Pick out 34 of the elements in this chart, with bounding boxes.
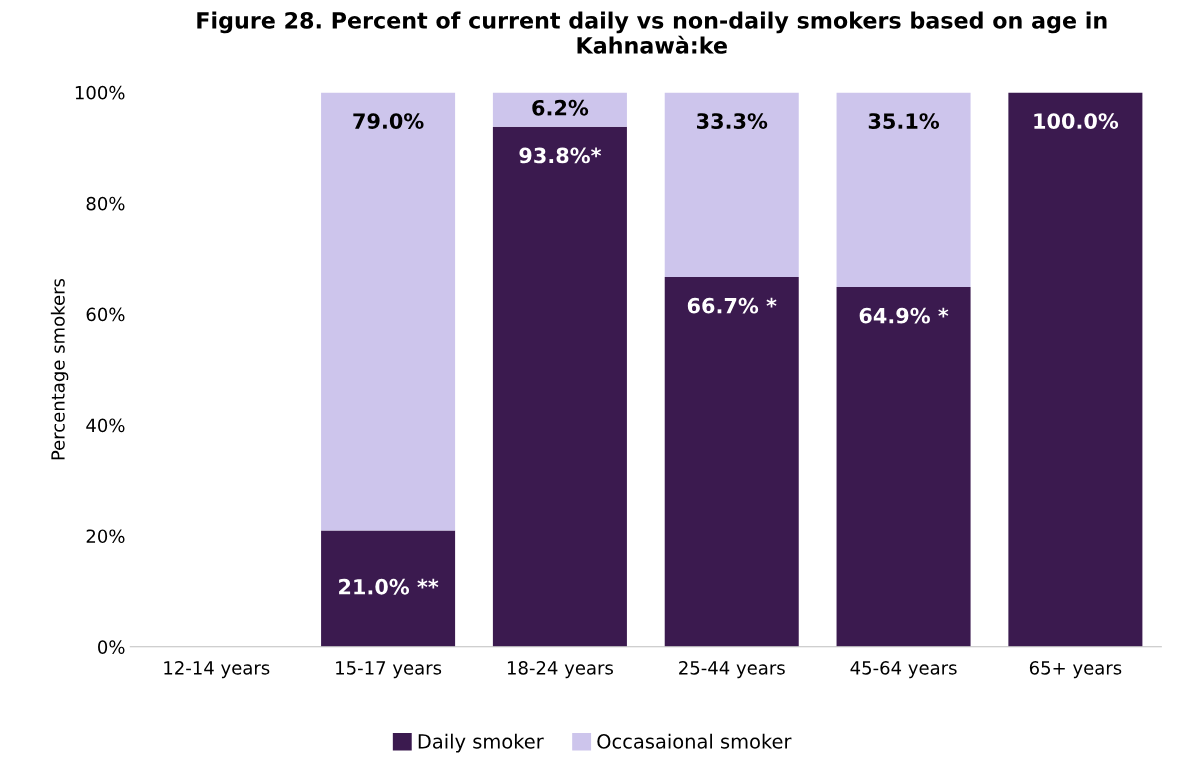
bar — [321, 92, 456, 531]
data-label: 6.2% — [532, 99, 589, 116]
bar — [321, 530, 456, 647]
data-label: 21.0% ** — [339, 578, 439, 595]
y-tick-label: 20% — [86, 529, 125, 544]
data-label: 79.0% — [353, 113, 424, 129]
data-label: 33.3% — [696, 113, 768, 129]
y-tick-label: 100% — [75, 85, 125, 100]
x-tick-label: 18-24 years — [507, 661, 613, 679]
bar — [1008, 92, 1143, 647]
bar — [836, 92, 971, 287]
x-tick-label: 25-44 years — [679, 661, 785, 679]
bar — [492, 92, 627, 127]
x-tick-label: 15-17 years — [336, 661, 442, 679]
legend-label: Daily smoker — [418, 733, 544, 753]
y-tick-label: 40% — [86, 418, 125, 433]
bar — [492, 126, 627, 647]
bar — [836, 286, 971, 647]
y-tick-label: 80% — [86, 196, 125, 211]
chart-title: Figure 28. Percent of current daily vs non-daily smokers based on age in Kahnawà:ke — [197, 11, 1107, 54]
x-tick-label: 45-64 years — [850, 661, 957, 679]
x-tick-label: 12-14 years — [164, 661, 270, 679]
data-label: 66.7% * — [687, 297, 777, 314]
data-label: 100.0% — [1034, 113, 1119, 129]
data-label: 64.9% * — [859, 307, 949, 324]
data-label: 35.1% — [868, 113, 940, 129]
y-tick-label: 0% — [98, 640, 125, 654]
bar — [664, 92, 799, 278]
y-axis-title: Percentage smokers — [50, 278, 69, 460]
bar — [664, 277, 799, 647]
legend-label: Occasaional smoker — [597, 733, 792, 749]
data-label: 93.8%* — [519, 147, 602, 164]
y-tick-label: 60% — [86, 307, 125, 322]
x-tick-label: 65+ years — [1029, 661, 1122, 679]
